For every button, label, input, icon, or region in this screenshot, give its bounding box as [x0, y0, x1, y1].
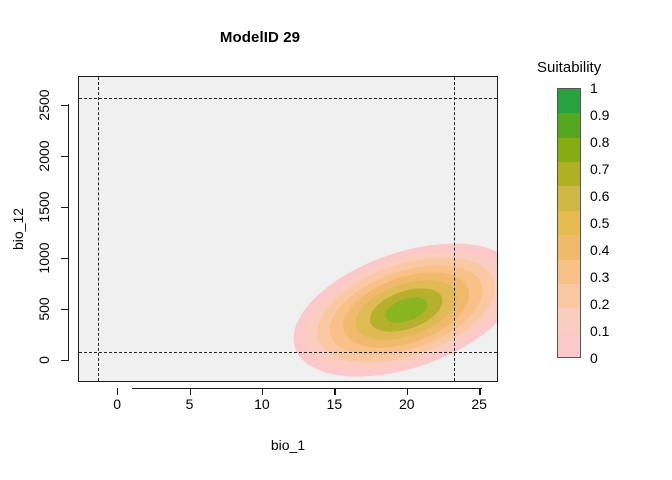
y-tick-label: 0 — [36, 355, 52, 364]
x-tick-label: 15 — [326, 396, 343, 412]
legend-band-4 — [558, 186, 580, 211]
legend-label-0.3: 0.3 — [590, 269, 610, 285]
legend-title: Suitability — [537, 59, 602, 76]
legend-band-8 — [558, 283, 580, 309]
y-tick-label: 1000 — [36, 241, 52, 274]
legend-label-0.6: 0.6 — [590, 188, 610, 204]
y-tick-label: 500 — [36, 296, 52, 321]
x-axis-title: bio_1 — [270, 437, 306, 453]
legend-band-6 — [558, 235, 580, 260]
legend-label-0.9: 0.9 — [590, 107, 610, 123]
legend-band-9 — [558, 308, 580, 333]
y-tick-label: 2500 — [36, 88, 52, 121]
y-tick-mark — [61, 104, 68, 106]
x-axis-line — [132, 388, 482, 390]
contour-band-0.8 — [385, 297, 428, 323]
x-tick-mark — [117, 388, 119, 395]
legend-label-0.7: 0.7 — [590, 161, 610, 177]
legend-label-0: 0 — [590, 350, 598, 366]
page-title: ModelID 29 — [219, 29, 301, 46]
legend-band-5 — [558, 210, 580, 236]
x-tick-label: 10 — [254, 396, 270, 412]
legend-label-0.4: 0.4 — [590, 242, 610, 258]
x-tick-mark — [261, 388, 264, 395]
y-tick-mark — [61, 359, 68, 361]
legend-label-1: 1 — [590, 80, 598, 96]
x-tick-mark — [479, 388, 481, 395]
x-tick-mark — [334, 388, 336, 395]
x-tick-label: 0 — [113, 396, 121, 412]
legend-label-0.1: 0.1 — [590, 323, 610, 339]
y-axis-title: bio_12 — [10, 207, 26, 251]
reference-line-horizontal-1 — [79, 98, 497, 100]
suitability-contour-surface — [293, 243, 497, 377]
x-tick-label: 5 — [185, 396, 194, 412]
x-tick-label: 20 — [398, 396, 415, 412]
x-tick-mark — [189, 388, 191, 395]
x-tick-label: 25 — [471, 396, 487, 412]
y-tick-mark — [61, 206, 68, 208]
legend-label-0.2: 0.2 — [590, 296, 610, 312]
reference-line-horizontal-2 — [79, 352, 497, 354]
legend-label-0.5: 0.5 — [590, 215, 610, 231]
legend-band-7 — [558, 259, 580, 284]
y-tick-mark — [61, 257, 68, 259]
y-tick-label: 1500 — [36, 190, 52, 223]
legend-band-3 — [558, 162, 580, 187]
y-tick-mark — [61, 155, 68, 157]
y-tick-mark — [61, 308, 68, 310]
reference-line-vertical-2 — [454, 77, 456, 381]
legend-band-1 — [558, 113, 580, 138]
legend-label-0.8: 0.8 — [590, 134, 610, 150]
legend-band-0 — [558, 89, 580, 114]
legend-band-2 — [558, 137, 580, 163]
x-tick-mark — [406, 388, 409, 395]
reference-line-vertical-1 — [97, 77, 99, 381]
y-axis-line — [68, 104, 70, 361]
plot-panel — [78, 76, 498, 382]
legend-band-10 — [558, 332, 580, 357]
legend-colorbar — [557, 88, 581, 358]
y-tick-label: 2000 — [36, 139, 52, 172]
